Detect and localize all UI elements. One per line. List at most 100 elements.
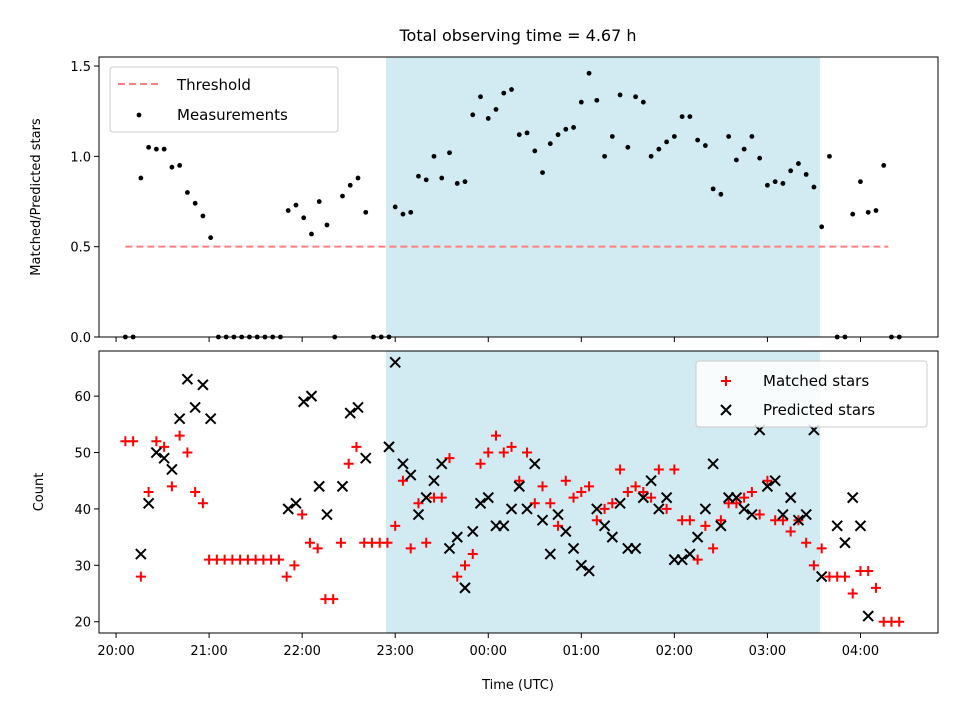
predicted-stars-point: [521, 503, 533, 515]
matched-stars-point: [863, 565, 874, 576]
measurement-point: [316, 199, 322, 204]
measurement-point: [355, 175, 361, 181]
x-tick-label: 01:00: [563, 644, 600, 659]
matched-stars-point: [638, 487, 649, 497]
matched-stars-point: [777, 515, 788, 526]
measurement-point: [400, 211, 406, 217]
measurement-point: [340, 193, 345, 199]
matched-stars-point: [289, 560, 300, 571]
predicted-stars-point: [321, 508, 333, 521]
measurement-point: [524, 130, 530, 136]
measurement-point: [501, 90, 507, 96]
measurement-point: [493, 106, 499, 112]
predicted-stars-point: [761, 480, 774, 493]
x-tick-label: 04:00: [842, 644, 879, 659]
measurement-point: [454, 181, 460, 186]
predicted-stars-point: [846, 491, 859, 504]
matched-stars-point: [506, 441, 517, 452]
predicted-stars-point: [676, 553, 688, 566]
matched-stars-point: [297, 509, 308, 520]
x-axis-label: Time (UTC): [481, 678, 554, 693]
measurement-point: [447, 150, 452, 156]
matched-stars-point: [684, 515, 695, 526]
measurement-point: [161, 146, 167, 152]
matched-stars-point: [529, 498, 540, 509]
matched-stars-point: [491, 430, 502, 441]
predicted-stars-point: [862, 610, 874, 622]
legend-measurements-label: Measurements: [177, 106, 288, 124]
matched-stars-point: [762, 475, 773, 486]
legend-predicted-swatch: [720, 404, 732, 416]
predicted-stars-point: [436, 458, 448, 470]
predicted-stars-point: [653, 503, 665, 515]
measurement-point: [788, 168, 794, 174]
measurement-point: [347, 182, 353, 188]
predicted-stars-point: [560, 525, 572, 538]
predicted-stars-point: [777, 508, 789, 521]
matched-stars-point: [739, 492, 750, 503]
predicted-stars-point: [204, 412, 217, 425]
top-y-axis-label: Matched/Predicted stars: [29, 118, 44, 276]
matched-stars-point: [475, 458, 486, 469]
top-legend-box: [109, 66, 339, 133]
predicted-stars-point: [282, 503, 294, 515]
matched-stars-point: [622, 487, 633, 497]
measurement-point: [184, 190, 190, 195]
measurement-point: [571, 125, 576, 130]
matched-stars-point: [413, 498, 424, 509]
predicted-stars-point: [482, 491, 494, 504]
measurement-point: [819, 224, 825, 230]
matched-stars-point: [128, 436, 139, 447]
top-observing-window-span: [385, 57, 821, 337]
matched-stars-point: [669, 464, 680, 475]
x-tick-label: 23:00: [376, 644, 413, 659]
matched-stars-point: [537, 481, 548, 492]
measurement-point: [285, 208, 291, 213]
predicted-stars-point: [839, 537, 851, 549]
matched-stars-point: [607, 498, 618, 509]
measurement-point: [462, 179, 468, 185]
measurement-point: [656, 146, 662, 152]
measurement-point: [726, 134, 732, 139]
measurement-point: [803, 172, 809, 177]
matched-stars-point: [498, 447, 509, 458]
measurement-point: [431, 153, 437, 159]
matched-stars-point: [746, 487, 757, 497]
predicted-stars-point: [360, 452, 372, 464]
predicted-stars-point: [769, 475, 781, 487]
matched-stars-point: [576, 487, 587, 497]
predicted-stars-point: [412, 508, 425, 521]
bottom-y-tick-label: 30: [74, 559, 91, 574]
measurement-point: [177, 162, 183, 168]
measurement-point: [780, 181, 786, 186]
bottom-y-tick-label: 60: [74, 390, 91, 405]
matched-stars-point: [847, 588, 858, 599]
predicted-stars-point: [575, 559, 588, 572]
matched-stars-point: [599, 503, 610, 514]
predicted-stars-point: [800, 508, 812, 521]
matched-stars-point: [591, 515, 602, 526]
measurement-point: [609, 134, 615, 139]
matched-stars-point: [452, 571, 463, 582]
predicted-stars-point: [383, 441, 395, 453]
bottom-y-tick-label: 20: [74, 616, 91, 631]
predicted-stars-point: [173, 412, 186, 425]
measurement-point: [470, 112, 476, 118]
matched-stars-point: [166, 481, 177, 492]
x-tick-label: 22:00: [283, 644, 320, 659]
predicted-stars-point: [443, 542, 456, 555]
measurement-point: [516, 132, 522, 138]
measurement-point: [687, 114, 693, 120]
predicted-stars-point: [854, 520, 867, 532]
predicted-stars-point: [474, 497, 487, 509]
predicted-stars-point: [389, 356, 401, 368]
matched-stars-point: [390, 520, 401, 531]
measurement-point: [640, 99, 646, 105]
predicted-stars-point: [420, 491, 432, 504]
matched-stars-point: [839, 571, 850, 582]
measurement-point: [664, 139, 670, 145]
measurement-point: [733, 157, 739, 163]
predicted-stars-point: [591, 503, 603, 515]
matched-stars-point: [135, 571, 146, 582]
measurement-point: [671, 134, 677, 139]
